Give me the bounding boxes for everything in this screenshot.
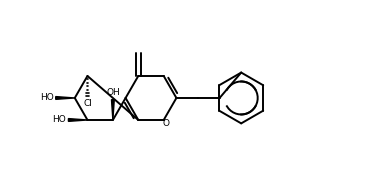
Polygon shape — [68, 119, 87, 121]
Text: OH: OH — [106, 88, 120, 97]
Polygon shape — [111, 100, 114, 120]
Text: HO: HO — [39, 94, 54, 102]
Text: Cl: Cl — [83, 99, 92, 108]
Text: O: O — [162, 119, 169, 128]
Polygon shape — [56, 97, 75, 99]
Text: HO: HO — [52, 115, 66, 125]
